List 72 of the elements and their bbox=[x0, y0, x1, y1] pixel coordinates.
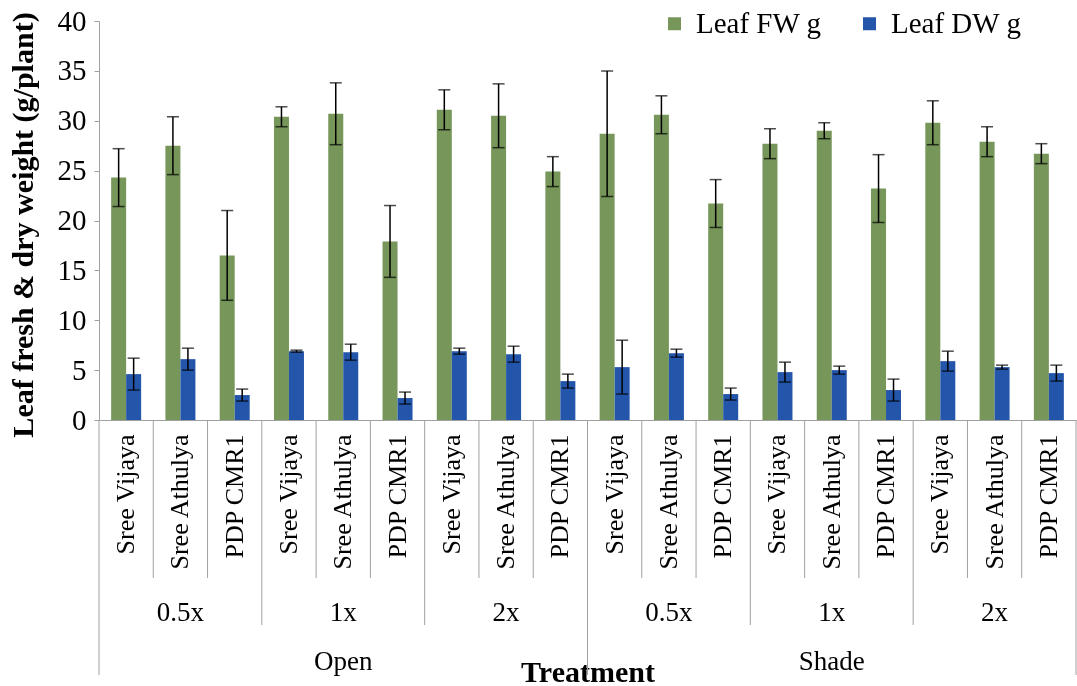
bar bbox=[614, 367, 630, 420]
bar bbox=[560, 381, 576, 420]
x-tick-label: Sree Vijaya bbox=[273, 434, 303, 555]
bar bbox=[180, 359, 196, 420]
y-axis-title: Leaf fresh & dry weight (g/plant) bbox=[5, 12, 40, 438]
bar bbox=[436, 109, 452, 420]
bar bbox=[343, 352, 359, 420]
bar bbox=[111, 177, 127, 420]
bar bbox=[545, 171, 561, 420]
x-axis-title: Treatment bbox=[521, 654, 655, 686]
legend-label: Leaf DW g bbox=[891, 6, 1021, 39]
x-tick-label: PDP CMR1 bbox=[382, 434, 412, 559]
y-tick-label: 10 bbox=[57, 303, 87, 336]
bar bbox=[234, 395, 250, 420]
x-tick-label: Sree Athulya bbox=[653, 434, 683, 570]
bar bbox=[925, 122, 941, 420]
bar bbox=[762, 143, 778, 420]
x-tick-label: Sree Vijaya bbox=[111, 434, 141, 555]
x-tick-label: Sree Athulya bbox=[816, 434, 846, 570]
x-tick-label: PDP CMR1 bbox=[1033, 434, 1063, 559]
text: 0.5x bbox=[156, 597, 205, 627]
y-tick-label: 35 bbox=[57, 54, 87, 87]
bar bbox=[506, 354, 522, 420]
y-tick-label: 30 bbox=[57, 104, 87, 137]
x-tick-label: Sree Athulya bbox=[328, 434, 358, 570]
bar bbox=[1033, 153, 1049, 420]
y-tick-label: 15 bbox=[57, 253, 87, 286]
bar bbox=[816, 130, 832, 420]
bar bbox=[831, 370, 847, 420]
x-tick-label: Sree Athulya bbox=[979, 434, 1009, 570]
y-tick-label: 5 bbox=[72, 353, 87, 386]
x-tick-label: PDP CMR1 bbox=[545, 434, 575, 559]
y-tick-label: 20 bbox=[57, 204, 87, 236]
text: 1x bbox=[818, 597, 846, 627]
bar bbox=[668, 353, 684, 420]
x-tick-label: PDP CMR1 bbox=[219, 434, 249, 559]
bar bbox=[871, 188, 887, 420]
bar bbox=[886, 390, 902, 420]
bar bbox=[273, 116, 289, 420]
bar bbox=[940, 361, 956, 420]
bar bbox=[328, 113, 344, 420]
bar bbox=[777, 372, 793, 420]
y-tick-label: 40 bbox=[57, 4, 87, 37]
legend-label: Leaf FW g bbox=[696, 6, 822, 39]
bar bbox=[1048, 373, 1064, 420]
text: 2x bbox=[492, 597, 521, 627]
bar bbox=[165, 145, 181, 420]
bar bbox=[219, 255, 235, 420]
text: 1x bbox=[329, 597, 358, 627]
text: Open bbox=[314, 646, 373, 676]
x-tick-label: Sree Vijaya bbox=[762, 434, 792, 555]
bar bbox=[979, 141, 995, 420]
bar bbox=[288, 351, 304, 420]
bar bbox=[126, 374, 142, 420]
y-tick-label: 25 bbox=[57, 154, 87, 187]
bar bbox=[653, 114, 669, 420]
y-tick-label: 0 bbox=[72, 403, 87, 436]
x-tick-label: PDP CMR1 bbox=[708, 434, 738, 559]
text: Shade bbox=[798, 646, 865, 676]
bar bbox=[382, 241, 398, 420]
x-tick-label: Sree Vijaya bbox=[436, 434, 466, 555]
bar bbox=[708, 203, 724, 420]
bar bbox=[491, 115, 507, 420]
bar bbox=[723, 394, 739, 420]
bar bbox=[599, 133, 615, 420]
x-tick-label: Sree Vijaya bbox=[599, 434, 629, 555]
x-tick-label: PDP CMR1 bbox=[871, 434, 901, 559]
text: 0.5x bbox=[645, 597, 694, 627]
x-tick-label: Sree Athulya bbox=[165, 434, 195, 570]
text: 2x bbox=[981, 597, 1009, 627]
x-tick-label: Sree Athulya bbox=[491, 434, 521, 570]
x-tick-label: Sree Vijaya bbox=[925, 434, 955, 555]
